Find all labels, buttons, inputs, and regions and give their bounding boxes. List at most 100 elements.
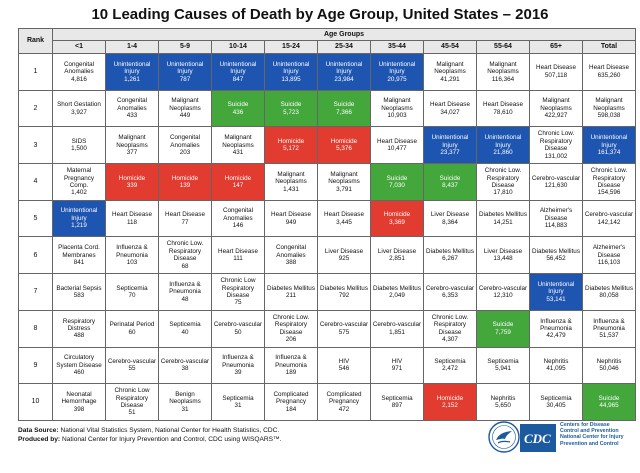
cause-label: Malignant Neoplasms: [381, 97, 413, 112]
cause-label: Unintentional Injury: [272, 60, 310, 76]
death-count: 1,402: [71, 189, 87, 197]
cause-label: Suicide: [598, 394, 620, 402]
table-cell: Malignant Neoplasms 449: [158, 89, 212, 128]
table-cell: Unintentional Injury 1,261: [105, 53, 159, 91]
cause-label: Malignant Neoplasms: [434, 60, 466, 76]
column-header: 35-44: [370, 40, 424, 54]
cause-label: Nephritis: [490, 394, 516, 402]
cause-label: Unintentional Injury: [378, 60, 416, 76]
table-cell: Congenital Anomalies 433: [105, 89, 159, 128]
table-cell: Complicated Pregnancy 472: [317, 383, 371, 421]
cause-label: Unintentional Injury: [484, 134, 522, 149]
death-count: 1,219: [71, 222, 87, 230]
cause-label: Homicide: [383, 211, 411, 219]
death-count: 431: [232, 148, 244, 156]
logo-line-1: Centers for Disease: [560, 422, 610, 428]
cause-label: Chronic Low. Respiratory Disease: [166, 240, 204, 263]
cause-label: Liver Disease: [377, 247, 417, 255]
death-count: 388: [285, 258, 297, 266]
cause-label: Homicide: [277, 137, 305, 145]
death-count: 4,307: [442, 336, 458, 344]
cause-label: Malignant Neoplasms: [116, 134, 148, 149]
death-count: 971: [391, 365, 403, 373]
death-count: 5,941: [495, 365, 511, 373]
data-source-text: National Vital Statistics System, Nation…: [60, 427, 280, 434]
table-cell: Diabetes Mellitus 211: [264, 273, 318, 311]
death-count: 6,353: [442, 291, 458, 299]
column-header: 15-24: [264, 40, 318, 54]
cause-label: Septicemia: [116, 284, 148, 292]
cause-label: Circulatory System Disease: [56, 354, 102, 369]
table-cell: Septicemia 2,472: [423, 346, 477, 385]
cause-label: Alzheimer's Disease: [592, 244, 626, 259]
table-cell: Influenza & Pneumonia 189: [264, 346, 318, 385]
rank-cell: 1: [18, 53, 53, 91]
table-cell: Septicemia 31: [211, 383, 265, 421]
table-cell: Cerebro-vascular 12,310: [476, 273, 530, 311]
age-groups-header: Age Groups: [52, 28, 636, 41]
cause-label: Placenta Cord. Membranes: [58, 244, 100, 259]
cause-label: Septicemia: [169, 321, 201, 329]
cause-label: Influenza & Pneumonia: [222, 354, 254, 369]
table-cell: Congenital Anomalies 388: [264, 236, 318, 275]
logo-line-2: Control and Prevention: [560, 428, 619, 435]
table-cell: Suicide 7,030: [370, 163, 424, 201]
cause-label: Nephritis: [543, 357, 569, 365]
death-count: 897: [391, 402, 403, 410]
death-count: 60: [128, 328, 136, 336]
cause-label: Cerebro-vascular: [319, 321, 369, 329]
table-cell: Bacterial Sepsis 583: [52, 273, 106, 311]
cause-label: Short Gestation: [57, 101, 101, 109]
table-cell: Suicide 8,437: [423, 163, 477, 201]
table-cell: Malignant Neoplasms 598,038: [582, 89, 636, 128]
table-cell: Influenza & Pneumonia 39: [211, 346, 265, 385]
table-cell: Chronic Low Respiratory Disease 51: [105, 383, 159, 421]
table-cell: SIDS 1,500: [52, 126, 106, 165]
cause-label: Heart Disease: [377, 137, 417, 145]
death-count: 77: [181, 218, 189, 226]
death-count: 6,267: [442, 255, 458, 263]
table-cell: Influenza & Pneumonia 103: [105, 236, 159, 275]
table-cell: HIV 971: [370, 346, 424, 385]
table-cell: Diabetes Mellitus 14,251: [476, 199, 530, 238]
table-cell: Septicemia 40: [158, 309, 212, 348]
death-count: 5,723: [283, 108, 299, 116]
cause-label: Influenza & Pneumonia: [116, 244, 148, 259]
cause-label: Malignant Neoplasms: [487, 60, 519, 76]
column-header: 25-34: [317, 40, 371, 54]
cdc-mark: CDC: [520, 424, 556, 452]
table-cell: Liver Disease 8,364: [423, 199, 477, 238]
death-count: 792: [338, 291, 350, 299]
cause-label: Chronic Low. Respiratory Disease: [484, 167, 522, 189]
cause-label: Heart Disease: [483, 101, 523, 109]
death-count: 116,364: [491, 75, 515, 83]
table-cell: Congenital Anomalies 4,816: [52, 53, 106, 91]
death-count: 50: [234, 328, 242, 336]
table-cell: Nephritis 50,046: [582, 346, 636, 385]
table-cell: Chronic Low. Respiratory Disease 206: [264, 309, 318, 348]
death-count: 3,445: [336, 218, 352, 226]
rank-cell: 8: [18, 309, 53, 348]
table-cell: Malignant Neoplasms 10,903: [370, 89, 424, 128]
table-cell: Heart Disease 3,445: [317, 199, 371, 238]
cause-label: Complicated Pregnancy: [326, 390, 362, 406]
rank-cell: 2: [18, 89, 53, 128]
death-count: 1,431: [283, 185, 299, 193]
table-cell: Suicide 436: [211, 89, 265, 128]
table-cell: Cerebro-vascular 575: [317, 309, 371, 348]
column-header-row: <1 1-4 5-9 10-14 15-24 25-34 35-44 45-54 55-64 65…: [19, 40, 636, 54]
cause-label: Unintentional Injury: [113, 60, 151, 76]
table-cell: Suicide 5,723: [264, 89, 318, 128]
death-count: 31: [181, 405, 189, 413]
table-cell: Homicide 5,172: [264, 126, 318, 165]
death-count: 13,895: [281, 75, 301, 83]
rank-cell: 4: [18, 163, 53, 201]
death-count: 787: [179, 75, 191, 83]
death-count: 1,500: [71, 145, 87, 153]
rank-cell: 6: [18, 236, 53, 275]
table-cell: Homicide 139: [158, 163, 212, 201]
cause-label: SIDS: [71, 137, 87, 145]
cause-label: Neonatal Hemorrhage: [61, 390, 97, 406]
cause-label: Malignant Neoplasms: [222, 134, 254, 149]
cause-label: Maternal Pregnancy Comp.: [63, 167, 95, 189]
